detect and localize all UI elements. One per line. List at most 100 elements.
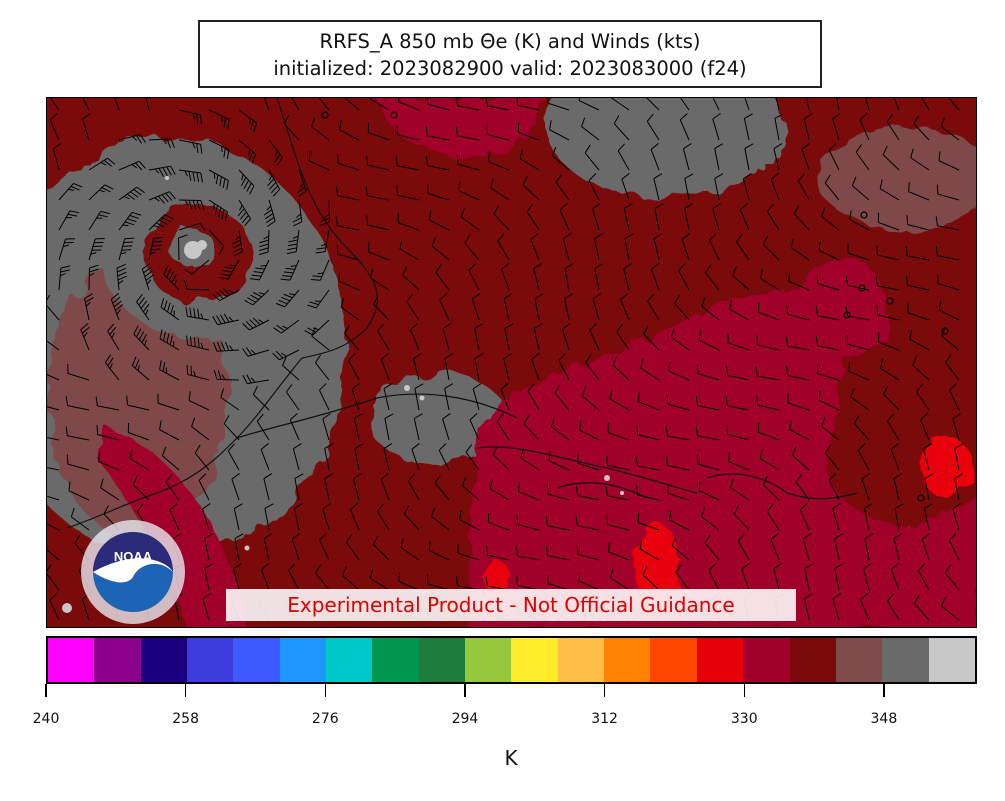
wind-barb: [670, 327, 690, 351]
wind-barb: [848, 361, 870, 381]
wind-barb: [336, 244, 360, 261]
wind-barb: [95, 396, 120, 411]
wind-barb: [157, 393, 180, 411]
wind-barb: [338, 271, 360, 291]
wind-barb: [863, 503, 873, 531]
wind-barb: [220, 388, 240, 411]
wind-barb: [104, 354, 120, 381]
wind-barb: [365, 186, 390, 201]
wind-barb: [952, 413, 962, 441]
wind-barb: [159, 329, 180, 351]
wind-barb: [863, 563, 872, 591]
wind-barb: [380, 353, 390, 381]
wind-barb: [916, 384, 930, 411]
wind-barb: [82, 98, 90, 111]
wind-barb: [818, 390, 840, 411]
wind-barb: [666, 394, 690, 411]
wind-barb: [606, 455, 630, 471]
wind-barb: [845, 306, 870, 321]
wind-barb: [52, 143, 62, 171]
wind-barb: [280, 259, 300, 281]
wind-barb: [606, 515, 630, 531]
wind-barb: [905, 246, 930, 261]
wind-barb: [695, 396, 720, 411]
wind-barb: [671, 536, 690, 561]
wind-barb: [118, 211, 142, 231]
wind-barb: [322, 413, 331, 441]
wind-barb: [533, 323, 543, 351]
wind-barb: [66, 454, 90, 471]
wind-barb: [186, 364, 210, 381]
wind-barb: [759, 449, 780, 471]
wind-barb: [486, 125, 510, 141]
wind-barb: [282, 356, 300, 381]
wind-barb: [353, 413, 363, 441]
wind-barb: [496, 413, 510, 441]
wind-barb: [732, 266, 750, 291]
wind-barb: [894, 503, 904, 531]
wind-barb: [726, 425, 750, 441]
wind-barb: [96, 425, 120, 441]
wind-barb: [285, 384, 300, 411]
wind-barb: [924, 473, 934, 501]
wind-barb: [500, 383, 510, 411]
wind-barb: [376, 503, 390, 531]
wind-barb: [202, 503, 211, 531]
wind-barb: [742, 173, 752, 201]
wind-barb: [88, 157, 116, 171]
wind-barb: [310, 259, 330, 281]
wind-barb: [369, 268, 390, 291]
wind-barb: [909, 329, 930, 351]
wind-barb: [304, 319, 330, 336]
wind-barb: [564, 263, 574, 291]
wind-barb: [169, 503, 180, 531]
wind-barb: [605, 486, 630, 501]
wind-barb: [944, 564, 960, 591]
wind-barb: [488, 152, 510, 171]
wind-barb: [485, 98, 510, 111]
colorbar-tick-label: 240: [32, 711, 60, 727]
wind-barb: [791, 446, 810, 471]
wind-barb: [178, 199, 205, 210]
wind-barb: [608, 542, 630, 561]
wind-barb: [148, 214, 174, 231]
wind-barb: [163, 265, 180, 291]
coastlines: [66, 98, 858, 529]
wind-barb: [654, 203, 664, 231]
wind-barb: [308, 151, 330, 171]
wind-barb: [407, 473, 420, 501]
wind-barb: [938, 300, 960, 321]
wind-barb: [80, 323, 90, 351]
wind-barb: [821, 417, 840, 441]
wind-barb: [504, 323, 514, 351]
colorbar-tick: [184, 684, 187, 697]
wind-barb: [202, 593, 212, 621]
wind-barb: [774, 113, 784, 141]
wind-barb: [853, 415, 870, 441]
wind-barb: [890, 563, 900, 591]
wind-barb: [315, 564, 330, 591]
wind-barb: [178, 169, 204, 183]
wind-barb: [770, 173, 780, 201]
wind-barb: [642, 566, 660, 591]
wind-barb: [555, 174, 570, 201]
central-gray-blob: [367, 373, 507, 463]
colorbar-swatch: [418, 638, 466, 682]
wind-barb: [756, 395, 780, 411]
wind-barb: [503, 353, 513, 381]
wind-barb: [110, 293, 124, 321]
wind-barb: [650, 143, 660, 171]
wind-barb: [98, 452, 120, 471]
wind-barb: [610, 568, 630, 591]
wind-barb: [118, 237, 135, 261]
wind-barb: [762, 475, 780, 501]
wind-barb: [486, 545, 510, 561]
wind-barb: [428, 210, 450, 231]
wind-barb: [132, 476, 150, 501]
wind-barb: [519, 149, 540, 171]
wind-barb: [400, 538, 420, 561]
wind-barb: [145, 98, 150, 111]
wind-barb: [836, 98, 840, 111]
wind-barb: [546, 484, 570, 501]
wind-barb: [425, 156, 450, 171]
